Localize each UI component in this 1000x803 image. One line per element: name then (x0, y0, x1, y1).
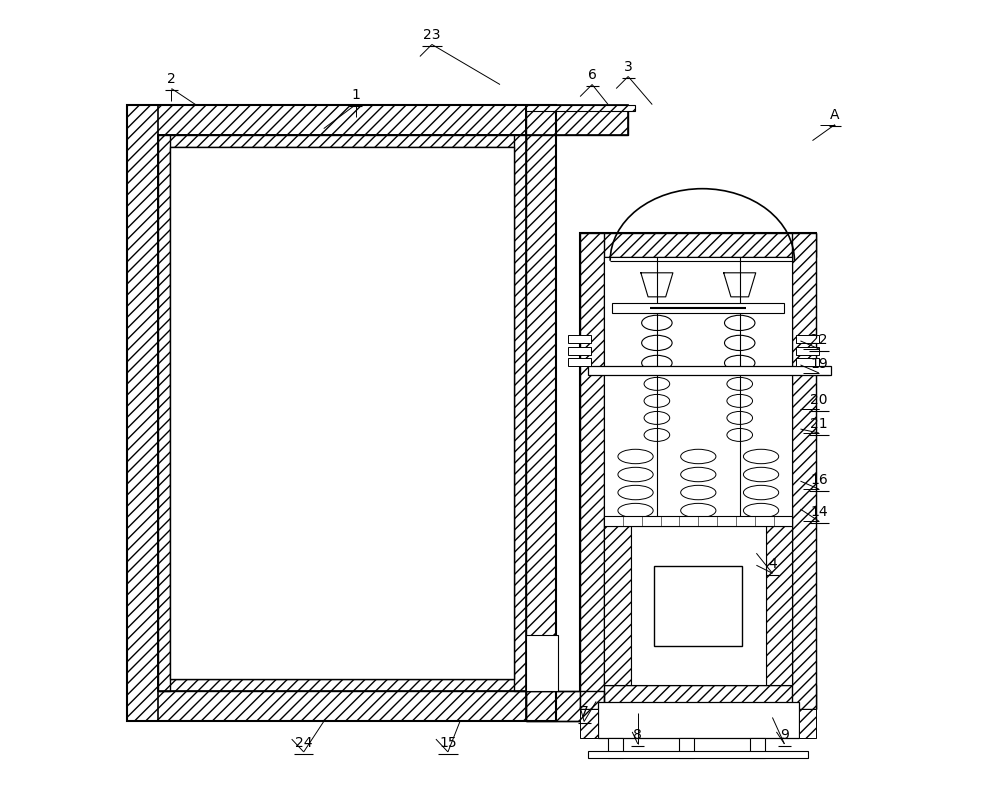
Bar (580, 234, 816, 710)
Bar (588, 751, 808, 757)
Text: A: A (830, 108, 840, 122)
Text: 4: 4 (768, 556, 777, 570)
Bar (631, 526, 766, 686)
Bar (612, 304, 784, 313)
Bar (158, 136, 170, 691)
Bar (588, 366, 831, 376)
Bar (526, 691, 604, 722)
Bar (604, 516, 792, 526)
Bar (158, 136, 526, 691)
Text: 23: 23 (423, 28, 441, 43)
Text: 2: 2 (167, 72, 176, 86)
Text: 1: 1 (351, 88, 360, 102)
Bar (598, 703, 799, 738)
Text: 20: 20 (810, 393, 828, 406)
Text: 7: 7 (580, 704, 589, 719)
Bar (127, 105, 556, 136)
Text: 15: 15 (439, 735, 457, 749)
Bar (526, 105, 635, 112)
Bar (514, 136, 526, 691)
Bar (526, 105, 628, 136)
Bar (750, 738, 765, 757)
Bar (568, 358, 591, 366)
Bar (796, 358, 819, 366)
Text: 16: 16 (810, 472, 828, 487)
Text: 19: 19 (810, 357, 828, 370)
Bar (568, 347, 591, 355)
Bar (796, 347, 819, 355)
Text: 21: 21 (810, 416, 828, 430)
Bar (127, 691, 556, 722)
Bar (526, 691, 604, 722)
Bar (766, 526, 792, 686)
Bar (608, 738, 623, 757)
Bar (127, 105, 556, 722)
Bar (580, 710, 598, 738)
Bar (792, 234, 816, 710)
Bar (679, 738, 694, 757)
Bar (158, 136, 526, 148)
Bar (170, 148, 514, 679)
Bar (604, 258, 792, 686)
Text: 9: 9 (780, 727, 789, 741)
Bar (526, 105, 628, 136)
Text: 3: 3 (624, 60, 633, 74)
Bar (654, 566, 742, 646)
Bar (796, 336, 819, 344)
Text: 14: 14 (810, 504, 828, 518)
Bar (580, 234, 816, 258)
Bar (127, 105, 158, 722)
Bar (604, 526, 631, 686)
Bar (580, 686, 816, 710)
Bar (568, 336, 591, 344)
Bar (526, 635, 558, 691)
Bar (580, 234, 604, 710)
Bar (526, 105, 556, 722)
Text: 22: 22 (810, 332, 828, 346)
Bar (799, 710, 816, 738)
Bar (158, 679, 526, 691)
Text: 6: 6 (588, 68, 597, 82)
Text: 8: 8 (633, 727, 642, 741)
Text: 24: 24 (295, 735, 312, 749)
